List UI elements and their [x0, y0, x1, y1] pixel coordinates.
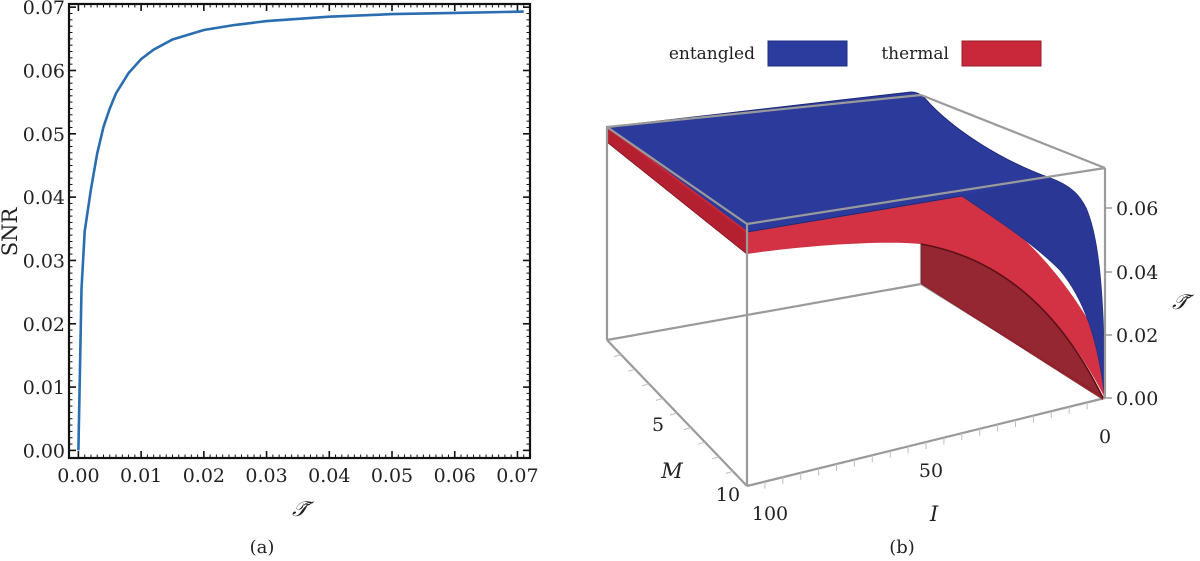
x-tick-label: 0.01	[120, 465, 162, 487]
minor-tick	[711, 456, 720, 460]
x-axis-label: 𝒯̃	[292, 497, 315, 521]
i-tick-100: 100	[752, 503, 788, 525]
z-tick-0.04: 0.04	[1116, 262, 1158, 284]
legend-label-entangled: entangled	[669, 44, 755, 64]
y-axis-label: SNR	[0, 207, 22, 257]
panel-b-caption: (b)	[889, 537, 915, 558]
minor-tick	[683, 427, 692, 431]
x-tick-label: 0.02	[183, 465, 225, 487]
y-tick-label: 0.06	[23, 60, 65, 82]
bottom-minor-ticks	[613, 354, 1088, 489]
thermal-curtain-edge	[920, 243, 1104, 399]
legend-swatch-thermal	[961, 40, 1042, 67]
plot-a-xtick-labels: 0.00 0.01 0.02 0.03 0.04 0.05 0.06 0.07	[57, 465, 538, 487]
x-tick-label: 0.07	[496, 465, 538, 487]
plot-a-ticks	[69, 4, 530, 458]
x-tick-label: 0.04	[308, 465, 350, 487]
m-tick-10: 10	[716, 484, 740, 506]
x-tick-label: 0.05	[371, 465, 413, 487]
m-tick-5: 5	[652, 414, 664, 436]
m-axis-label: M	[660, 459, 683, 483]
legend-label-thermal: thermal	[881, 44, 949, 64]
y-tick-label: 0.07	[23, 0, 65, 19]
i-tick-0: 0	[1099, 426, 1111, 448]
plot-a-frame	[67, 2, 532, 460]
minor-tick	[613, 354, 622, 358]
snr-curve	[77, 10, 524, 451]
y-tick-label: 0.01	[23, 377, 65, 399]
entangled-shade	[962, 178, 1105, 398]
z-tick-0.06: 0.06	[1116, 198, 1158, 220]
y-tick-label: 0.05	[23, 124, 65, 146]
y-tick-label: 0.03	[23, 250, 65, 272]
legend: entangled thermal	[669, 40, 1042, 67]
minor-tick	[627, 368, 636, 372]
plot-a-ytick-labels: 0.00 0.01 0.02 0.03 0.04 0.05 0.06 0.07	[23, 0, 65, 462]
minor-tick	[655, 397, 664, 401]
bounding-box-front	[605, 93, 1107, 486]
i-tick-50: 50	[919, 460, 943, 482]
i-axis: 0 50 100 I	[752, 426, 1111, 526]
thermal-front-curtain	[921, 244, 1103, 400]
panel-a-caption: (a)	[250, 537, 275, 558]
x-tick-label: 0.03	[245, 465, 287, 487]
y-tick-label: 0.04	[23, 187, 65, 209]
x-tick-label: 0.00	[57, 465, 99, 487]
i-axis-label: I	[929, 502, 939, 526]
z-tick-0.00: 0.00	[1116, 388, 1158, 410]
legend-swatch-entangled	[767, 40, 848, 67]
minor-tick	[669, 412, 678, 416]
panel-a: 0.00 0.01 0.02 0.03 0.04 0.05 0.06 0.07 0.000.0…	[0, 0, 539, 558]
panel-b: entangled thermal	[605, 40, 1195, 558]
x-tick-label: 0.06	[434, 465, 476, 487]
minor-tick	[697, 441, 706, 445]
y-tick-label: 0.00	[23, 440, 65, 462]
minor-tick	[641, 383, 650, 387]
y-tick-label: 0.02	[23, 314, 65, 336]
z-axis: 0.06 0.04 0.02 0.00 𝒯̃	[1105, 198, 1195, 410]
m-axis: 5 10 M	[652, 414, 740, 506]
z-tick-0.02: 0.02	[1116, 325, 1158, 347]
z-axis-label: 𝒯̃	[1172, 290, 1195, 314]
minor-tick	[725, 470, 734, 474]
thermal-top	[747, 196, 1105, 398]
